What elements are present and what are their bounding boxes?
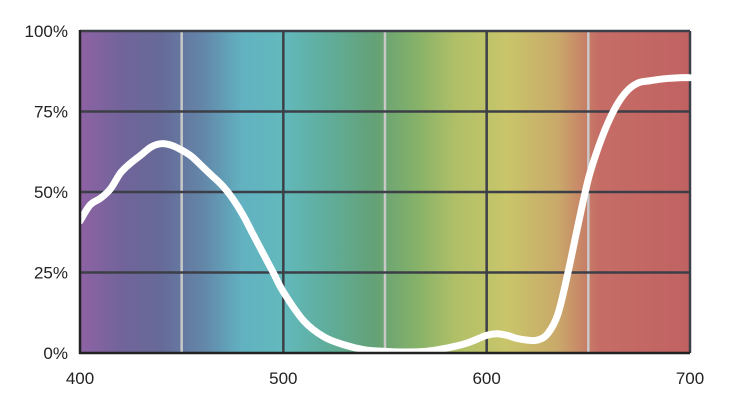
axes [78,30,690,355]
y-tick-label-75: 75% [34,103,68,122]
x-tick-label-600: 600 [472,369,500,388]
major-gridlines [80,29,692,353]
y-tick-label-25: 25% [34,264,68,283]
x-tick-label-400: 400 [66,369,94,388]
x-tick-labels: 400 500 600 700 [66,369,704,388]
x-tick-label-700: 700 [676,369,704,388]
y-tick-label-100: 100% [25,22,68,41]
y-tick-labels: 0% 25% 50% 75% 100% [25,22,68,363]
transmission-line [76,74,694,356]
x-tick-label-500: 500 [269,369,297,388]
y-tick-label-0: 0% [43,344,68,363]
y-tick-label-50: 50% [34,183,68,202]
